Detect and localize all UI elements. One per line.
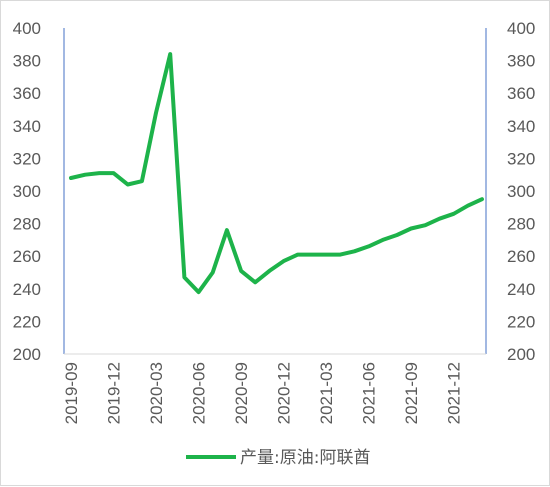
legend: 产量:原油:阿联酋 xyxy=(186,448,370,468)
x-tick-labels: 2019-09 2019-12 2020-03 2020-06 2020-09 2020-… xyxy=(62,362,464,424)
x-tick-label: 2020-03 xyxy=(147,362,166,424)
x-tick-label: 2021-03 xyxy=(317,362,336,424)
left-y-tick-labels: 200 220 240 260 280 300 320 340 360 380 400 xyxy=(13,19,41,364)
left-y-tick-label: 240 xyxy=(13,280,41,299)
left-y-tick-label: 280 xyxy=(13,215,41,234)
left-y-tick-label: 340 xyxy=(13,117,41,136)
right-y-tick-label: 220 xyxy=(507,312,535,331)
series-layer xyxy=(69,52,484,295)
x-tick-label: 2020-12 xyxy=(275,362,294,424)
right-y-tick-label: 260 xyxy=(507,247,535,266)
right-y-tick-labels: 200 220 240 260 280 300 320 340 360 380 400 xyxy=(507,19,535,364)
left-y-tick-label: 220 xyxy=(13,312,41,331)
right-y-tick-label: 380 xyxy=(507,52,535,71)
left-y-tick-label: 300 xyxy=(13,182,41,201)
right-y-tick-label: 400 xyxy=(507,19,535,38)
right-y-tick-label: 200 xyxy=(507,345,535,364)
x-tick-label: 2021-06 xyxy=(360,362,379,424)
left-y-tick-label: 360 xyxy=(13,84,41,103)
x-tick-label: 2021-09 xyxy=(402,362,421,424)
right-y-tick-label: 300 xyxy=(507,182,535,201)
x-tick-label: 2020-06 xyxy=(190,362,209,424)
left-y-tick-label: 400 xyxy=(13,19,41,38)
right-y-tick-label: 340 xyxy=(507,117,535,136)
x-tick-label: 2020-09 xyxy=(232,362,251,424)
right-y-tick-label: 280 xyxy=(507,215,535,234)
right-y-tick-label: 320 xyxy=(507,149,535,168)
left-y-tick-label: 380 xyxy=(13,52,41,71)
left-y-tick-label: 200 xyxy=(13,345,41,364)
series-line xyxy=(69,52,484,295)
right-y-tick-label: 360 xyxy=(507,84,535,103)
left-y-tick-label: 260 xyxy=(13,247,41,266)
left-y-tick-label: 320 xyxy=(13,149,41,168)
x-tick-label: 2019-09 xyxy=(62,362,81,424)
x-tick-label: 2021-12 xyxy=(445,362,464,424)
right-y-tick-label: 240 xyxy=(507,280,535,299)
legend-label: 产量:原油:阿联酋 xyxy=(240,448,370,468)
x-tick-label: 2019-12 xyxy=(105,362,124,424)
